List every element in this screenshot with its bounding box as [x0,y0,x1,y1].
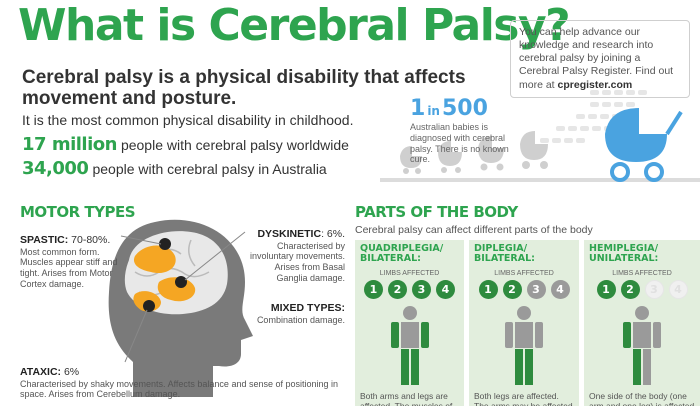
dyskinetic-marker [175,276,187,288]
panel-description: Both arms and legs are affected. The mus… [360,391,452,406]
dyskinetic-description: Characterised by involuntary movements. … [249,240,345,283]
one-in-number: 1 [410,96,426,121]
limb-circle: 1 [364,280,383,299]
ataxic-callout: ATAXIC: 6% Characterised by shaky moveme… [20,366,340,400]
ataxic-label: ATAXIC: [20,366,62,378]
pram-icon [438,141,462,166]
parts-of-body-description: Cerebral palsy can affect different part… [355,224,593,236]
stat-worldwide-number: 17 million [22,134,117,155]
stat-worldwide: 17 million people with cerebral palsy wor… [22,134,349,155]
panel-title-line2: BILATERAL: [360,253,421,265]
register-info-box: You can help advance our knowledge and r… [510,20,690,98]
definition-subline: It is the most common physical disabilit… [22,112,354,128]
panel-title-line2: BILATERAL: [474,253,535,265]
limbs-affected-label: LIMBS AFFECTED [612,270,672,277]
prams-illustration [380,90,700,182]
limb-circle: 3 [412,280,431,299]
panel-description: Both legs are affected. The arms may be … [474,391,573,406]
one-in-500: 1 in500 [410,96,488,121]
limb-circle: 1 [596,280,616,299]
pram-icon [520,131,548,160]
panel-title: HEMIPLEGIA/UNILATERAL: [589,243,695,268]
dyskinetic-callout: DYSKINETIC: 6%. Characterised by involun… [245,228,345,284]
panel-title-line1: DIPLEGIA/ [474,243,528,254]
limb-circle: 3 [644,280,664,299]
spastic-percent: 70-80%. [68,234,111,246]
panel-title-line2: UNILATERAL: [589,253,659,265]
register-info-text: You can help advance our knowledge and r… [519,26,674,91]
pram-icon [478,136,504,163]
one-in-denominator: 500 [441,96,488,121]
stat-australia: 34,000 people with cerebral palsy in Aust… [22,158,327,179]
pram-icon [400,146,422,168]
ataxic-percent: 6% [61,366,80,378]
register-link[interactable]: cpregister.com [557,78,633,91]
limbs-affected-label: LIMBS AFFECTED [494,270,554,277]
small-pram-icon [590,90,647,95]
ataxic-marker [143,300,155,312]
panel-title: DIPLEGIA/BILATERAL: [474,243,574,268]
panel-title: QUADRIPLEGIA/BILATERAL: [360,243,459,268]
body-figure-icon [505,306,543,385]
motor-types-title: MOTOR TYPES [20,203,136,221]
limb-circle: 1 [478,280,498,299]
one-in-description: Australian babies is diagnosed with cere… [410,122,509,165]
mixed-callout: MIXED TYPES: Combination damage. [225,302,345,325]
limb-circles: 1 2 3 4 [474,280,574,299]
limb-circle: 3 [526,280,546,299]
limb-circles: 1 2 3 4 [589,280,695,299]
quadriplegia-panel: QUADRIPLEGIA/BILATERAL: LIMBS AFFECTED 1… [355,240,464,406]
spastic-description: Most common form. Muscles appear stiff a… [20,246,118,289]
panel-description: One side of the body (one arm and one le… [589,391,694,406]
ataxic-description: Characterised by shaky movements. Affect… [20,378,339,400]
panel-title-line1: QUADRIPLEGIA/ [360,243,444,254]
small-pram-icon [540,138,585,143]
diplegia-panel: DIPLEGIA/BILATERAL: LIMBS AFFECTED 1 2 3… [469,240,579,406]
body-figure-icon [623,306,661,385]
spastic-marker [159,238,171,250]
spastic-label: SPASTIC: [20,234,69,246]
limb-circle: 4 [668,280,688,299]
definition-heading: Cerebral palsy is a physical disability … [22,67,466,109]
dyskinetic-label: DYSKINETIC [257,228,322,240]
medium-pram-icons [400,131,548,174]
dyskinetic-percent: : 6%. [321,228,345,240]
limb-circle: 2 [502,280,522,299]
brain-head-illustration [108,219,254,397]
stat-worldwide-text: people with cerebral palsy worldwide [120,137,349,153]
stat-australia-text: people with cerebral palsy in Australia [92,161,327,177]
panel-title-line1: HEMIPLEGIA/ [589,243,659,254]
limb-circle: 4 [550,280,570,299]
small-pram-icons [540,90,647,143]
spastic-callout: SPASTIC: 70-80%. Most common form. Muscl… [20,234,120,290]
limb-circle: 2 [620,280,640,299]
hemiplegia-panel: HEMIPLEGIA/UNILATERAL: LIMBS AFFECTED 1 … [584,240,700,406]
mixed-label: MIXED TYPES: [270,302,345,314]
limb-circle: 4 [436,280,455,299]
page-title: What is Cerebral Palsy? [18,0,571,51]
ground-line [380,178,700,182]
limbs-affected-label: LIMBS AFFECTED [379,270,440,277]
parts-of-body-title: PARTS OF THE BODY [355,203,518,221]
limb-circle: 2 [388,280,407,299]
stat-australia-number: 34,000 [22,158,89,179]
big-pram-icon [605,108,683,182]
limb-circles: 1 2 3 4 [360,280,459,299]
body-figure-icon [390,306,429,385]
small-pram-icon [556,126,613,131]
mixed-description: Combination damage. [256,314,345,325]
one-in-word: in [427,104,440,118]
small-pram-icon [590,102,635,107]
